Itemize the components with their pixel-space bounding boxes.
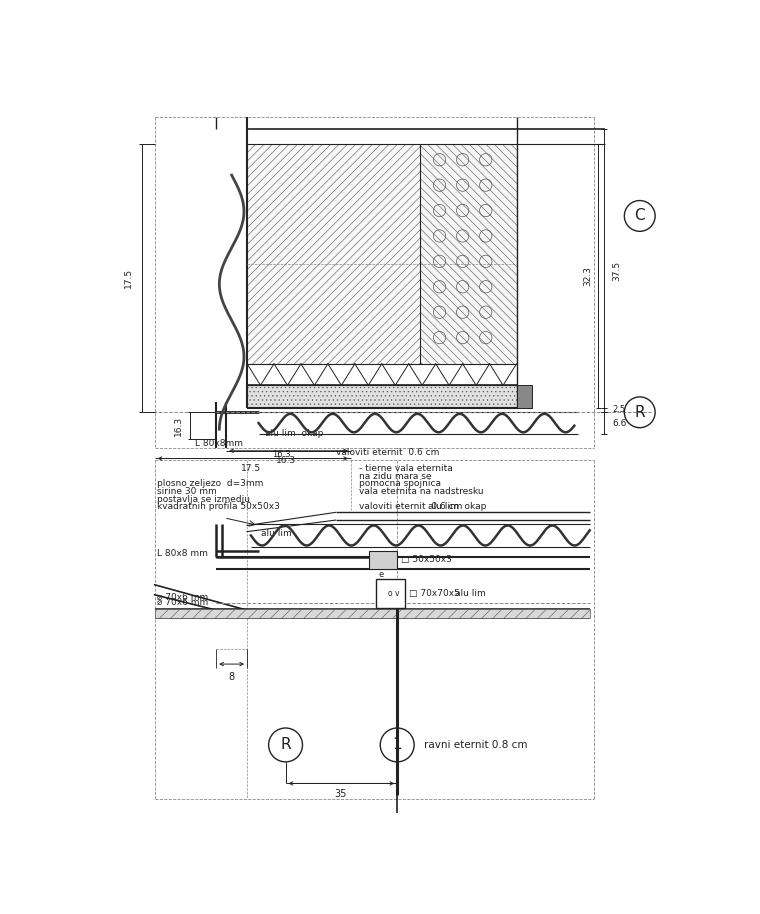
- Text: 17.5: 17.5: [241, 464, 261, 473]
- Text: 35: 35: [335, 789, 347, 799]
- Text: alu lim: alu lim: [261, 528, 292, 537]
- Text: 16.3: 16.3: [174, 416, 183, 436]
- Text: valoviti eternit  0.6 cm: valoviti eternit 0.6 cm: [359, 503, 462, 511]
- Text: R: R: [280, 738, 291, 752]
- Text: 16.3: 16.3: [273, 450, 291, 459]
- Bar: [517, 386, 532, 408]
- Text: o v: o v: [388, 590, 399, 598]
- Text: 17.5: 17.5: [124, 268, 133, 289]
- Text: □ 70x70x5: □ 70x70x5: [409, 590, 460, 598]
- Text: e: e: [378, 570, 384, 579]
- Text: alu lim  okap: alu lim okap: [264, 430, 323, 438]
- Text: 6.6: 6.6: [612, 419, 626, 428]
- Text: R: R: [635, 405, 645, 420]
- Text: na zidu mara se: na zidu mara se: [359, 472, 431, 481]
- Text: 37.5: 37.5: [612, 260, 621, 281]
- Text: vala eternita na nadstresku: vala eternita na nadstresku: [359, 487, 483, 496]
- Text: 2.5: 2.5: [612, 406, 625, 414]
- Bar: [154, 609, 590, 618]
- Text: ravni eternit 0.8 cm: ravni eternit 0.8 cm: [424, 740, 527, 749]
- Text: 32.3: 32.3: [583, 266, 592, 286]
- Text: L 80x8mm: L 80x8mm: [195, 439, 243, 448]
- Text: pomocna spojnica: pomocna spojnica: [359, 479, 441, 488]
- Text: - tierne vala eternita: - tierne vala eternita: [359, 464, 452, 473]
- Text: □ 50x50x3: □ 50x50x3: [401, 555, 452, 564]
- Text: C: C: [635, 208, 645, 223]
- Bar: [369, 551, 397, 569]
- Bar: [247, 144, 420, 364]
- Text: sirine 30 mm: sirine 30 mm: [157, 487, 217, 496]
- Text: 8: 8: [229, 672, 235, 682]
- Bar: [247, 386, 517, 408]
- Text: alu lim: alu lim: [455, 590, 486, 598]
- Text: L 80x8 mm: L 80x8 mm: [157, 549, 207, 558]
- Text: ⌀ 70x6 mm: ⌀ 70x6 mm: [157, 593, 208, 602]
- Text: postavlja se izmedju: postavlja se izmedju: [157, 494, 250, 504]
- Bar: [420, 144, 517, 364]
- Text: alu lim  okap: alu lim okap: [428, 502, 486, 511]
- Text: 1: 1: [392, 738, 402, 752]
- Text: valoviti eternit  0.6 cm: valoviti eternit 0.6 cm: [336, 449, 439, 458]
- Bar: [376, 579, 405, 608]
- Text: kvadratnih profila 50x50x3: kvadratnih profila 50x50x3: [157, 503, 280, 511]
- Text: 16.3: 16.3: [275, 456, 296, 465]
- Text: ⌀ 70x6 mm: ⌀ 70x6 mm: [157, 598, 208, 607]
- Text: plosno zeljezo  d=3mm: plosno zeljezo d=3mm: [157, 479, 263, 488]
